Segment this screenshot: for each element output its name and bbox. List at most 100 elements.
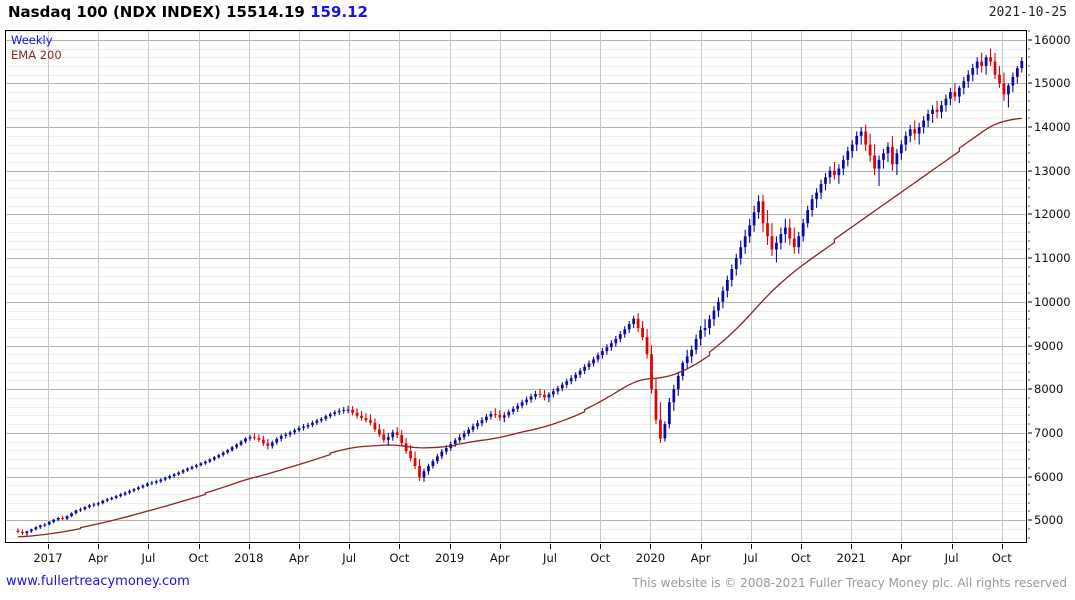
candle-body [52, 519, 56, 522]
candle-body [721, 290, 725, 302]
gridline-major [6, 476, 1026, 478]
gridline-major [6, 170, 1026, 172]
candle-body [676, 376, 680, 390]
y-minor-tickmark [1028, 458, 1030, 460]
candle-body [235, 444, 238, 448]
candle-body [25, 531, 29, 534]
candle-body [346, 409, 350, 411]
candle-body [891, 146, 894, 165]
gridline-major [6, 127, 1026, 129]
candle-body [226, 450, 230, 453]
candle-body [810, 199, 814, 211]
candle-body [694, 338, 698, 350]
gridline-minor [6, 537, 1026, 539]
candle-body [824, 177, 827, 184]
candle-body [940, 105, 943, 112]
x-tickmark [700, 544, 702, 549]
candle-body [645, 337, 649, 355]
candle-body [690, 349, 694, 357]
site-url[interactable]: www.fullertreacymoney.com [6, 574, 190, 589]
chart-legend: Weekly EMA 200 [11, 33, 62, 63]
gridline-major [6, 83, 1026, 85]
candle-body [837, 168, 841, 176]
candle-body [88, 505, 91, 508]
candle-body [841, 159, 845, 169]
x-tickmark [98, 544, 100, 549]
candle-body [342, 410, 346, 412]
candle-body [574, 374, 578, 379]
candle-body [667, 402, 671, 425]
candle-body [618, 334, 622, 339]
candle-body [511, 408, 515, 412]
candle-body [324, 416, 328, 419]
y-tick-label: 7000 [1034, 425, 1064, 440]
candle-body [221, 452, 225, 456]
gridline-minor [6, 424, 1026, 426]
candle-body [163, 478, 167, 480]
y-tick-label: 9000 [1034, 338, 1064, 353]
candle-body [431, 461, 435, 466]
candle-body [168, 476, 172, 479]
candle-body [493, 414, 497, 416]
gridline-vertical [148, 31, 150, 542]
candle-body [962, 81, 966, 88]
gridline-minor [6, 57, 1026, 59]
y-minor-tickmark [1028, 30, 1030, 32]
candle-body [119, 494, 122, 497]
candle-body [43, 524, 47, 526]
candle-body [297, 428, 301, 431]
x-tick-label: Jul [342, 551, 357, 565]
candlestick-svg [16, 48, 1024, 538]
candle-body [998, 74, 1001, 84]
candle-body [592, 359, 595, 364]
candle-body [141, 485, 145, 488]
x-tickmark [198, 544, 200, 549]
candle-body [587, 363, 591, 367]
y-minor-tickmark [1028, 266, 1030, 268]
candle-body [899, 144, 903, 154]
candle-body [672, 389, 676, 403]
gridline-minor [6, 310, 1026, 312]
candle-body [386, 437, 390, 440]
candle-body [270, 442, 274, 446]
y-minor-tickmark [1028, 275, 1030, 277]
candle-body [360, 415, 363, 418]
y-minor-tickmark [1028, 74, 1030, 76]
page-title: Nasdaq 100 (NDX INDEX) 15514.19 159.12 [8, 3, 368, 21]
candle-body [855, 135, 859, 145]
candle-body [578, 370, 582, 375]
legend-interval: Weekly [11, 33, 53, 47]
gridline-minor [6, 153, 1026, 155]
candle-body [319, 418, 323, 421]
chart-footer: www.fullertreacymoney.com This website i… [0, 572, 1075, 600]
candle-body [966, 74, 970, 82]
candle-body [868, 144, 872, 156]
x-tick-label: Oct [791, 551, 811, 565]
y-minor-tickmark [1028, 441, 1030, 442]
gridline-vertical [449, 31, 451, 542]
candle-body [806, 210, 810, 224]
candle-body [873, 155, 876, 169]
candle-body [275, 438, 279, 443]
x-tick-label: Oct [590, 551, 611, 565]
candle-body [659, 419, 662, 439]
gridline-minor [6, 48, 1026, 50]
x-tickmark [600, 544, 602, 549]
gridline-minor [6, 397, 1026, 399]
candle-body [828, 170, 832, 178]
candle-body [38, 525, 42, 528]
candle-body [538, 393, 542, 395]
gridline-minor [6, 502, 1026, 504]
y-tick-label: 10000 [1034, 294, 1071, 309]
plot-area[interactable]: Weekly EMA 200 [5, 30, 1027, 543]
candle-body [699, 330, 702, 339]
y-minor-tickmark [1028, 467, 1030, 469]
gridline-vertical [399, 31, 401, 542]
gridline-minor [6, 362, 1026, 364]
candle-body [395, 432, 399, 435]
candle-body [957, 87, 961, 97]
gridline-minor [6, 205, 1026, 207]
candle-body [21, 531, 24, 534]
gridline-vertical [248, 31, 250, 542]
candle-body [560, 384, 564, 389]
